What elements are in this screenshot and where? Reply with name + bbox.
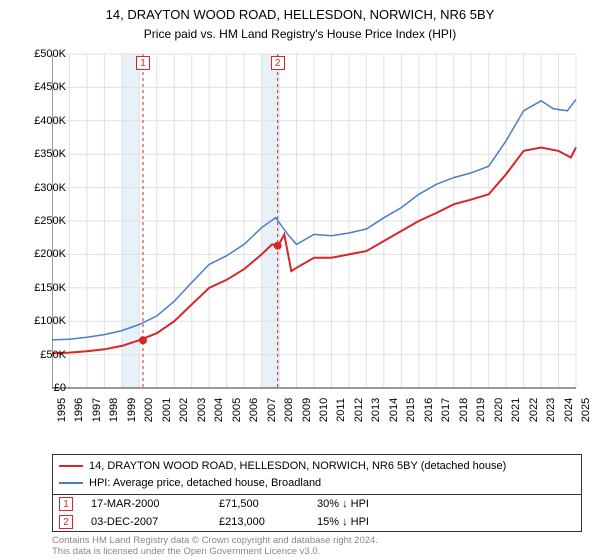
x-tick-label: 2015 [405,398,417,422]
event-marker-number: 1 [136,56,150,70]
chart-container: 14, DRAYTON WOOD ROAD, HELLESDON, NORWIC… [0,0,600,560]
x-tick-label: 2018 [458,398,470,422]
x-tick-label: 2013 [370,398,382,422]
y-tick-label: £500K [34,48,66,60]
footer-line-2: This data is licensed under the Open Gov… [52,547,582,558]
x-tick-label: 2006 [248,398,260,422]
legend-box: 14, DRAYTON WOOD ROAD, HELLESDON, NORWIC… [52,454,582,495]
event-number-2: 2 [59,515,73,529]
legend-label-property: 14, DRAYTON WOOD ROAD, HELLESDON, NORWIC… [89,458,506,475]
x-tick-label: 1997 [91,398,103,422]
x-tick-label: 2014 [388,398,400,422]
event-delta-2: 15% ↓ HPI [317,516,575,528]
legend-row-property: 14, DRAYTON WOOD ROAD, HELLESDON, NORWIC… [59,458,575,475]
x-tick-label: 2012 [353,398,365,422]
x-tick-label: 1998 [108,398,120,422]
events-box: 1 17-MAR-2000 £71,500 30% ↓ HPI 2 03-DEC… [52,494,582,532]
chart-title: 14, DRAYTON WOOD ROAD, HELLESDON, NORWIC… [0,0,600,43]
x-tick-label: 2005 [231,398,243,422]
x-tick-label: 1995 [56,398,68,422]
y-tick-label: £450K [34,81,66,93]
x-tick-label: 2008 [283,398,295,422]
x-tick-label: 2022 [528,398,540,422]
x-tick-label: 2011 [335,398,347,422]
x-tick-label: 2020 [493,398,505,422]
event-price-2: £213,000 [219,516,299,528]
chart-svg [52,48,582,408]
event-marker-number: 2 [271,56,285,70]
x-tick-label: 2010 [318,398,330,422]
y-tick-label: £200K [34,248,66,260]
event-date-2: 03-DEC-2007 [91,516,201,528]
y-tick-label: £100K [34,315,66,327]
x-tick-label: 1999 [126,398,138,422]
event-row-1: 1 17-MAR-2000 £71,500 30% ↓ HPI [53,495,581,513]
x-tick-label: 2002 [178,398,190,422]
chart-plot-area [52,48,582,408]
x-tick-label: 2019 [475,398,487,422]
event-row-2: 2 03-DEC-2007 £213,000 15% ↓ HPI [53,513,581,531]
y-tick-label: £400K [34,115,66,127]
x-tick-label: 1996 [73,398,85,422]
x-tick-label: 2004 [213,398,225,422]
x-tick-label: 2001 [161,398,173,422]
y-tick-label: £0 [54,382,66,394]
y-tick-label: £300K [34,182,66,194]
legend-swatch-hpi [59,482,83,484]
x-tick-label: 2007 [266,398,278,422]
event-delta-1: 30% ↓ HPI [317,498,575,510]
x-tick-label: 2025 [580,398,592,422]
x-tick-label: 2000 [143,398,155,422]
x-tick-label: 2021 [510,398,522,422]
x-tick-label: 2023 [545,398,557,422]
event-date-1: 17-MAR-2000 [91,498,201,510]
legend-row-hpi: HPI: Average price, detached house, Broa… [59,475,575,492]
footer-attribution: Contains HM Land Registry data © Crown c… [52,536,582,558]
event-number-1: 1 [59,497,73,511]
x-tick-label: 2003 [196,398,208,422]
y-tick-label: £50K [40,349,66,361]
x-tick-label: 2017 [440,398,452,422]
legend-label-hpi: HPI: Average price, detached house, Broa… [89,475,321,492]
title-line-2: Price paid vs. HM Land Registry's House … [0,26,600,43]
event-price-1: £71,500 [219,498,299,510]
y-tick-label: £150K [34,282,66,294]
x-tick-label: 2009 [301,398,313,422]
x-tick-label: 2024 [563,398,575,422]
y-tick-label: £350K [34,148,66,160]
x-tick-label: 2016 [423,398,435,422]
legend-swatch-property [59,465,83,467]
title-line-1: 14, DRAYTON WOOD ROAD, HELLESDON, NORWIC… [0,6,600,24]
y-tick-label: £250K [34,215,66,227]
